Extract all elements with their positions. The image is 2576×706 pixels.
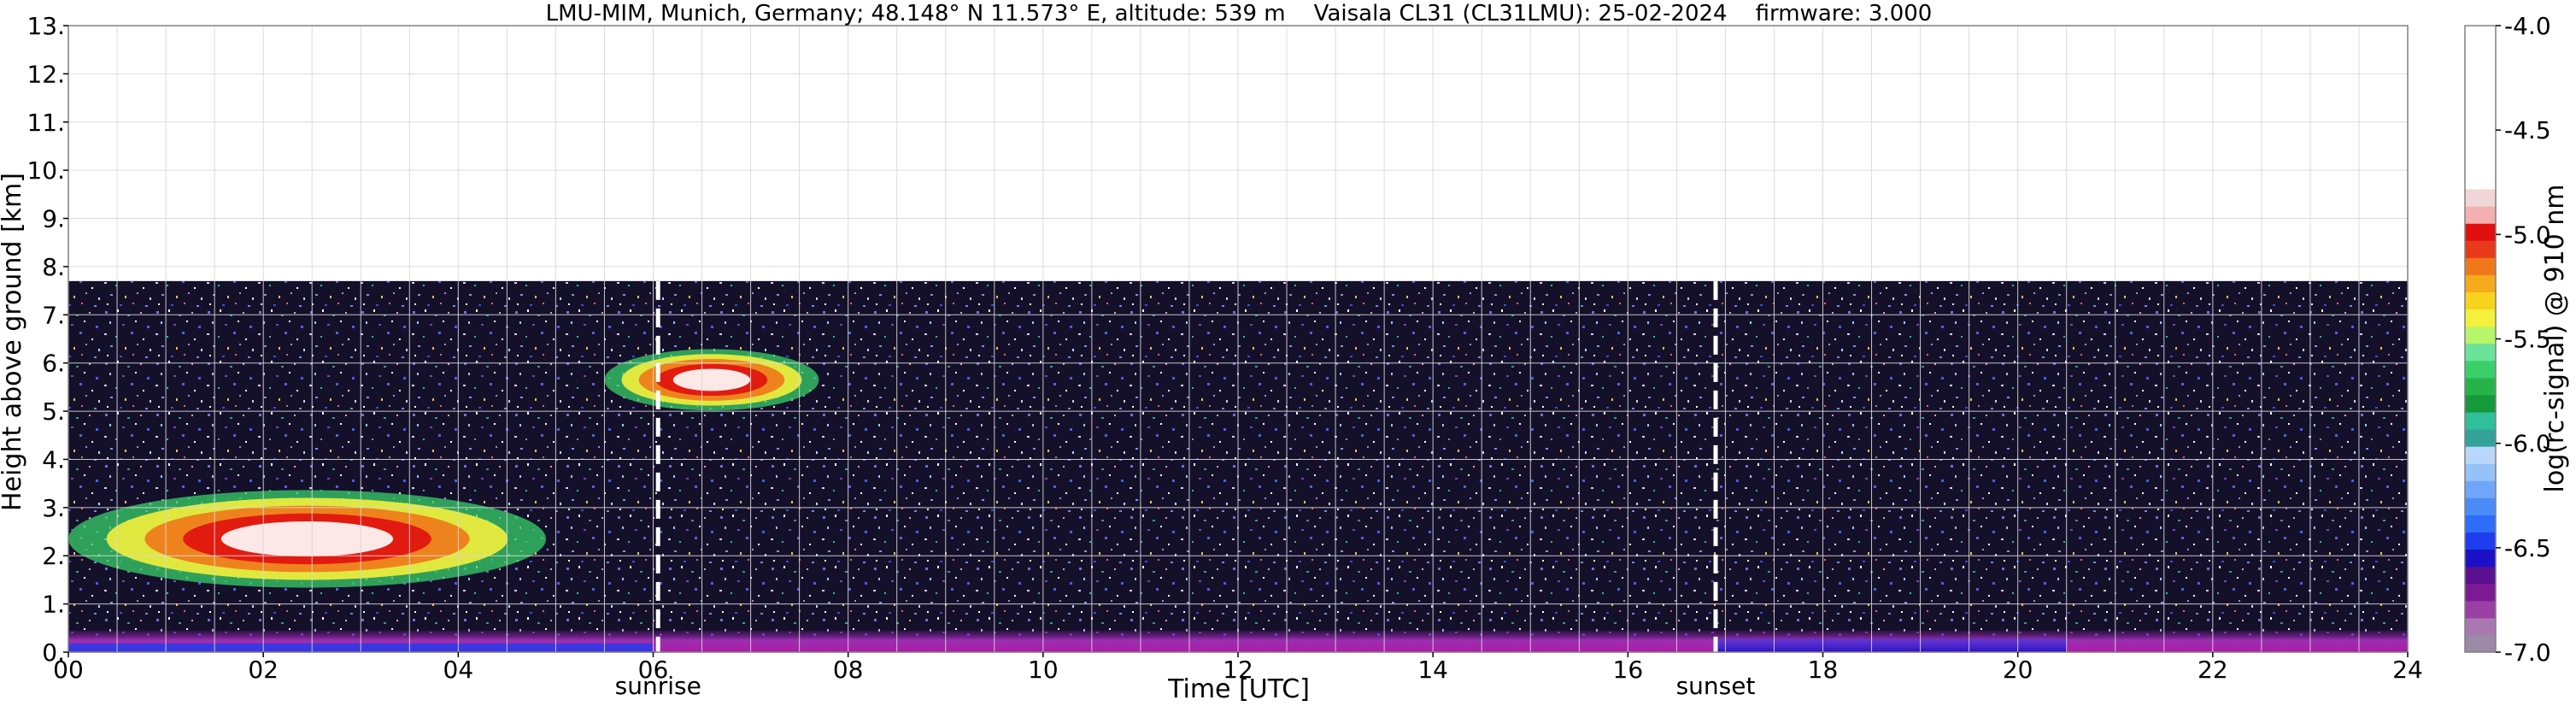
colorbar-segment	[2465, 360, 2496, 379]
colorbar-tick-label: -6.5	[2504, 534, 2551, 562]
colorbar-segment	[2465, 172, 2496, 190]
x-tick-label: 04	[443, 656, 474, 684]
x-tick-label: 20	[2003, 656, 2033, 684]
x-tick-label: 22	[2198, 656, 2228, 684]
colorbar-segment	[2465, 549, 2496, 568]
colorbar-segment	[2465, 274, 2496, 293]
sun-markers	[655, 280, 1718, 652]
colorbar-tick-label: -4.5	[2504, 116, 2551, 144]
chart-title: LMU-MIM, Munich, Germany; 48.148° N 11.5…	[546, 1, 1933, 26]
y-tick-label: 6.	[42, 350, 65, 378]
y-axis-ticks: 0. 1. 2. 3. 4. 5. 6. 7. 8. 9. 10. 11. 12. 13.	[26, 12, 68, 667]
colorbar-tick-label: -4.0	[2504, 12, 2551, 40]
colorbar-segment	[2465, 583, 2496, 602]
x-tick-label: 18	[1808, 656, 1839, 684]
x-axis-label: Time [UTC]	[1167, 674, 1310, 704]
x-tick-label: 08	[833, 656, 864, 684]
y-axis-label: Height above ground [km]	[0, 173, 27, 511]
colorbar-segment	[2465, 291, 2496, 310]
colorbar-label: log(rc-signal) @ 910 nm	[2540, 185, 2570, 493]
colorbar-tick-label: -6.0	[2504, 430, 2551, 458]
colorbar-segment	[2465, 532, 2496, 550]
colorbar-segment	[2465, 566, 2496, 585]
y-tick-label: 8.	[42, 253, 65, 281]
y-tick-label: 3.	[42, 494, 65, 522]
annotation-label: sunrise	[615, 672, 701, 700]
colorbar-segment	[2465, 309, 2496, 327]
colorbar-segment	[2465, 326, 2496, 344]
annotation-label: sunset	[1676, 672, 1756, 700]
x-tick-label: 02	[248, 656, 279, 684]
x-tick-label: 16	[1613, 656, 1644, 684]
x-tick-label: 12	[1223, 656, 1253, 684]
evening-surface-layer	[1716, 638, 2067, 652]
colorbar-segment	[2465, 240, 2496, 258]
colorbar-segment	[2465, 497, 2496, 515]
y-tick-label: 9.	[42, 205, 65, 233]
x-tick-label: 24	[2392, 656, 2423, 684]
colorbar-segment	[2465, 515, 2496, 533]
colorbar-segment	[2465, 412, 2496, 430]
colorbar-segment	[2465, 206, 2496, 224]
y-tick-label: 11.	[26, 109, 65, 137]
cloud-feature	[604, 349, 819, 411]
colorbar-segment	[2465, 223, 2496, 241]
y-tick-label: 5.	[42, 397, 65, 426]
colorbar-tick-label: -5.5	[2504, 326, 2551, 354]
colorbar-ticks: -4.0 -4.5 -5.0 -5.5 -6.0 -6.5 -7.0	[2496, 12, 2551, 667]
annotation-labels: sunrise sunset	[615, 672, 1756, 700]
x-tick-label: 00	[53, 656, 84, 684]
colorbar-segment	[2465, 189, 2496, 207]
colorbar-segment	[2465, 600, 2496, 619]
colorbar-segment	[2465, 343, 2496, 362]
colorbar-segment	[2465, 480, 2496, 498]
colorbar-segment	[2465, 394, 2496, 413]
colorbar-segment	[2465, 446, 2496, 464]
x-tick-label: 14	[1417, 656, 1448, 684]
colorbar-tick-label: -5.0	[2504, 221, 2551, 249]
cloud-feature	[68, 490, 547, 588]
y-tick-label: 2.	[42, 542, 65, 570]
colorbar-segment	[2465, 429, 2496, 447]
colorbar-segment	[2465, 617, 2496, 636]
colorbar-segment	[2465, 634, 2496, 653]
colorbar-tick-label: -7.0	[2504, 638, 2551, 667]
y-tick-label: 10.	[26, 156, 65, 185]
colorbar	[2465, 172, 2496, 653]
y-tick-label: 0.	[42, 638, 65, 667]
cloud-echo	[220, 521, 394, 557]
x-axis-ticks: 00 02 04 06 08 10 12 14 16 18 20 22 24	[53, 652, 2423, 684]
x-tick-label: 10	[1028, 656, 1059, 684]
y-tick-label: 4.	[42, 445, 65, 474]
colorbar-segment	[2465, 377, 2496, 396]
colorbar-segment	[2465, 257, 2496, 275]
cloud-echo	[672, 368, 751, 391]
y-tick-label: 7.	[42, 301, 65, 329]
x-tick-label: 06	[638, 656, 669, 684]
y-tick-label: 1.	[42, 591, 65, 619]
colorbar-segment	[2465, 463, 2496, 481]
y-tick-label: 13.	[26, 12, 65, 40]
y-tick-label: 12.	[26, 60, 65, 88]
